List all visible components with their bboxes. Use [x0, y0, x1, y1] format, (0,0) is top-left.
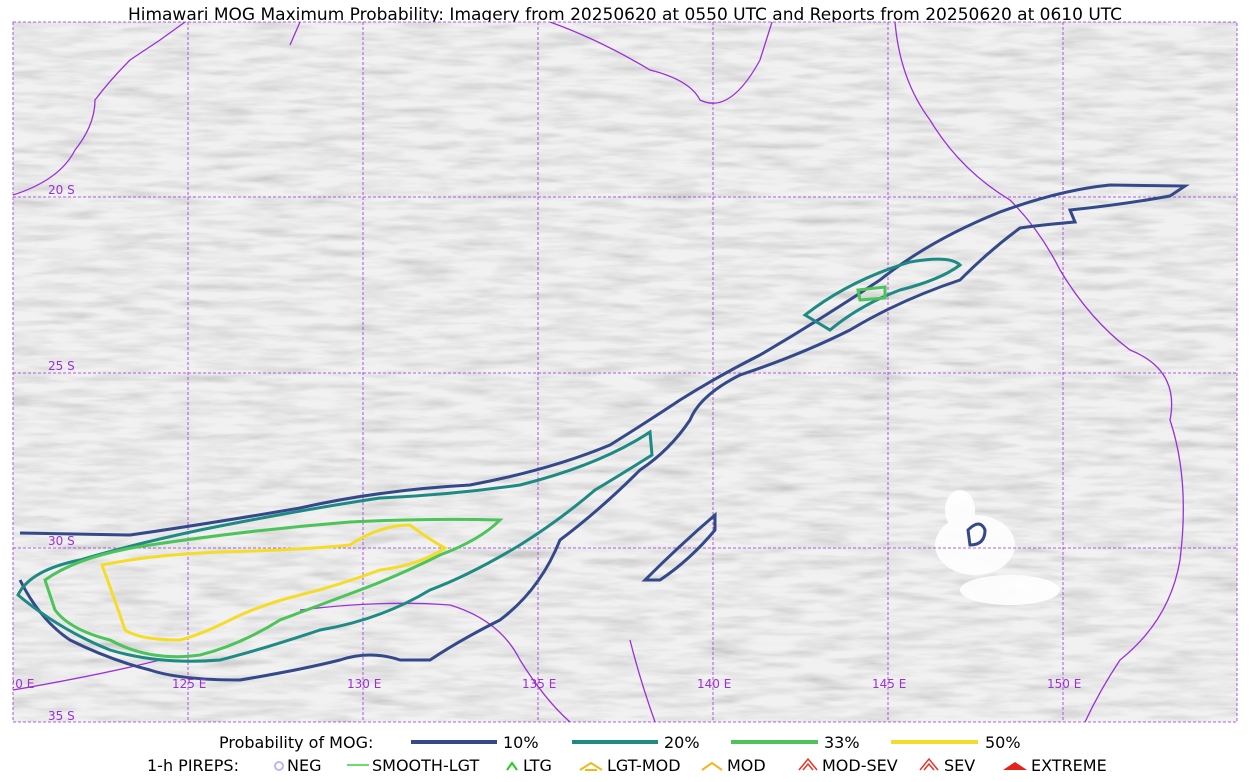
- lon-label: 150 E: [1047, 677, 1081, 691]
- ltg-symbol: [506, 761, 518, 771]
- lon-label: 145 E: [872, 677, 906, 691]
- map: 20 S 25 S 30 S 35 S 120 E 125 E 130 E 13…: [0, 22, 1237, 723]
- extreme-symbol: [1003, 762, 1027, 770]
- legend-item: 50%: [985, 733, 1021, 752]
- legend-item: NEG: [287, 756, 321, 775]
- legend-item: LTG: [523, 756, 552, 775]
- legend-pireps: 1-h PIREPS: NEG SMOOTH-LGT LTG LGT-MOD M…: [147, 756, 1107, 775]
- legend-probability: Probability of MOG: 10% 20% 33% 50%: [219, 733, 1021, 752]
- contours: [16, 183, 1190, 682]
- lon-label: 135 E: [522, 677, 556, 691]
- mod-symbol: [701, 761, 723, 771]
- grid: [13, 22, 1237, 722]
- legend-item: MOD: [727, 756, 766, 775]
- legend-item: EXTREME: [1031, 756, 1107, 775]
- lat-label: 20 S: [48, 183, 75, 197]
- coastlines: [13, 22, 1184, 722]
- mod-sev-symbol: [798, 757, 818, 771]
- lon-label: 130 E: [347, 677, 381, 691]
- legend-item: 33%: [824, 733, 860, 752]
- lat-label: 25 S: [48, 359, 75, 373]
- legend-item: 20%: [664, 733, 700, 752]
- lon-label: 120 E: [0, 677, 34, 691]
- legend-item: SMOOTH-LGT: [372, 756, 479, 775]
- legend-title: 1-h PIREPS:: [147, 756, 239, 775]
- map-frame: [12, 21, 1238, 723]
- satellite-texture: [13, 22, 1237, 722]
- legend-title: Probability of MOG:: [219, 733, 373, 752]
- lgt-mod-symbol: [579, 761, 603, 771]
- legend-item: 10%: [503, 733, 539, 752]
- lon-label: 125 E: [172, 677, 206, 691]
- legend-item: LGT-MOD: [607, 756, 681, 775]
- lon-label: 140 E: [697, 677, 731, 691]
- lat-label: 30 S: [48, 534, 75, 548]
- legend-item: MOD-SEV: [822, 756, 898, 775]
- neg-symbol: [274, 761, 284, 771]
- longitude-labels: 120 E 125 E 130 E 135 E 140 E 145 E 150 …: [0, 677, 1081, 691]
- latitude-labels: 20 S 25 S 30 S 35 S: [48, 183, 75, 723]
- title: Himawari MOG Maximum Probability: Imager…: [128, 5, 1122, 25]
- sev-symbol: [919, 757, 939, 771]
- lat-label: 35 S: [48, 709, 75, 723]
- legend-item: SEV: [944, 756, 975, 775]
